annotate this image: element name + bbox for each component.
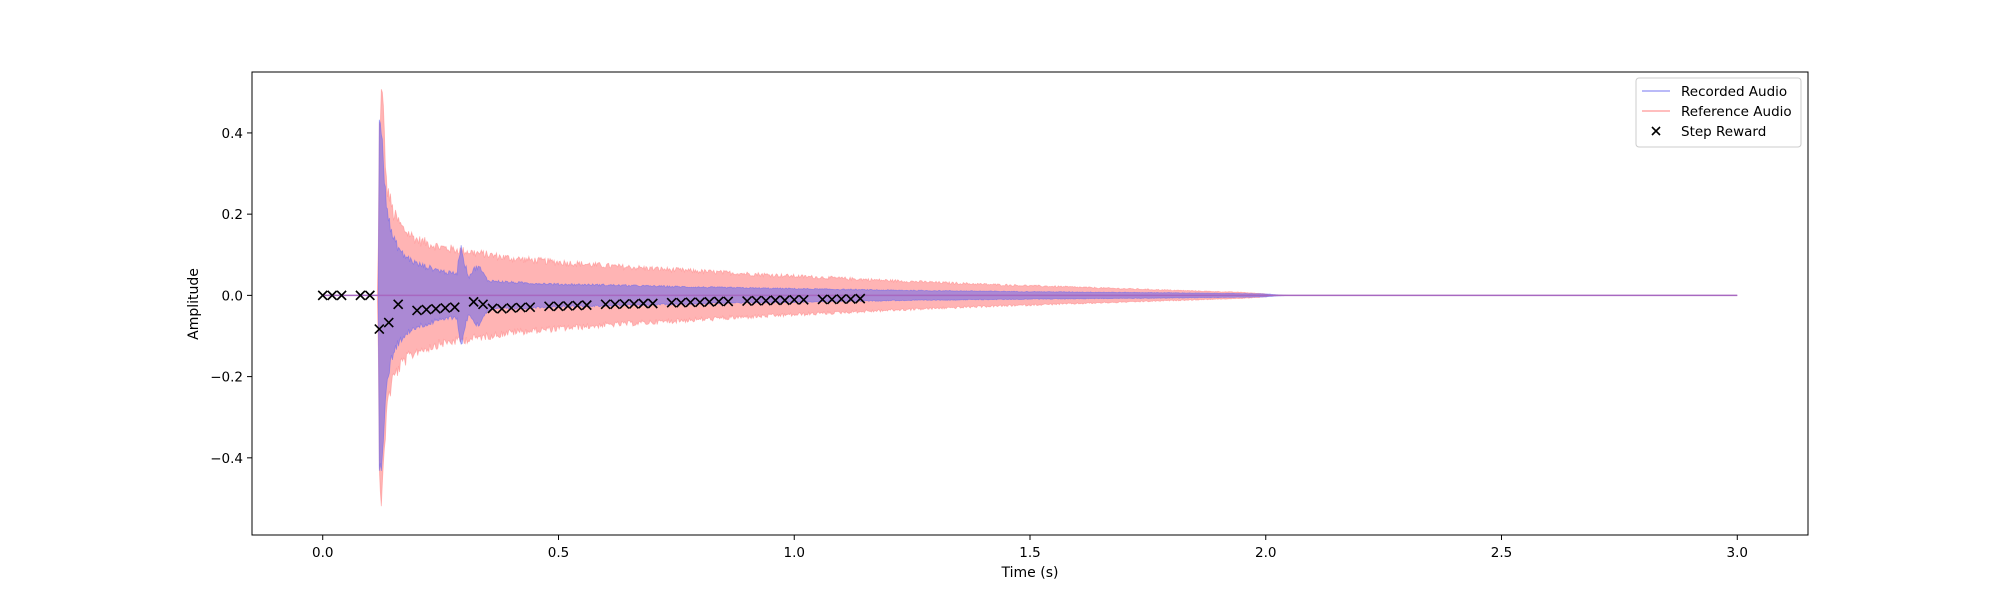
- step-reward-marker: [543, 301, 555, 312]
- step-reward-marker: [327, 290, 338, 301]
- step-reward-marker: [638, 298, 649, 309]
- legend-reference-label: Reference Audio: [1681, 104, 1792, 120]
- step-reward-marker: [619, 298, 630, 309]
- step-reward-marker: [647, 298, 658, 309]
- legend-step-reward-marker: [1651, 126, 1661, 136]
- step-reward-marker: [515, 302, 526, 313]
- step-reward-marker: [430, 303, 441, 314]
- step-reward-marker: [628, 298, 639, 309]
- step-reward-marker: [742, 295, 753, 307]
- step-reward-marker: [336, 290, 347, 301]
- legend-step-reward-label: Step Reward: [1681, 124, 1766, 140]
- step-reward-marker: [487, 303, 498, 314]
- step-reward-marker: [317, 290, 328, 301]
- x-tick-label: 0.0: [312, 545, 333, 561]
- step-reward-marker: [449, 302, 460, 313]
- step-reward-marker: [421, 304, 432, 315]
- step-reward-marker: [676, 297, 687, 308]
- step-reward-marker: [826, 294, 838, 305]
- step-reward-marker: [393, 299, 404, 310]
- step-reward-marker: [760, 295, 772, 306]
- step-reward-marker: [836, 293, 847, 305]
- y-axis-label: Amplitude: [186, 268, 202, 340]
- step-reward-marker: [855, 293, 866, 304]
- step-reward-marker: [610, 299, 621, 310]
- step-reward-marker: [496, 303, 507, 314]
- step-reward-marker: [704, 296, 715, 307]
- step-reward-marker: [525, 302, 536, 313]
- step-reward-marker: [383, 317, 394, 328]
- step-reward-marker: [845, 293, 856, 305]
- step-reward-marker: [572, 300, 583, 311]
- x-tick-label: 2.5: [1491, 545, 1512, 561]
- step-reward-marker: [666, 297, 677, 308]
- step-reward-marker: [798, 294, 809, 305]
- y-tick-label: 0.0: [222, 288, 243, 304]
- x-tick-label: 0.5: [548, 545, 569, 561]
- step-reward-marker: [553, 301, 564, 312]
- x-tick-label: 1.0: [784, 545, 805, 561]
- y-tick-label: 0.2: [222, 207, 243, 223]
- series-layer: [322, 89, 1738, 507]
- step-reward-marker: [770, 295, 781, 306]
- step-reward-marker: [411, 305, 423, 316]
- plot-area: [317, 89, 1738, 507]
- step-reward-marker: [817, 294, 828, 305]
- step-reward-marker: [723, 296, 734, 307]
- step-reward-marker: [440, 302, 451, 314]
- x-tick-label: 3.0: [1727, 545, 1748, 561]
- step-reward-marker: [685, 297, 696, 308]
- step-reward-marker: [779, 295, 790, 306]
- y-tick-label: 0.4: [222, 126, 243, 142]
- step-reward-marker: [694, 297, 706, 308]
- step-reward-marker: [751, 295, 762, 306]
- x-tick-label: 2.0: [1255, 545, 1276, 561]
- step-reward-marker: [562, 300, 573, 312]
- y-tick-label: −0.4: [210, 451, 243, 467]
- step-reward-marker: [355, 290, 366, 301]
- step-reward-marker: [374, 324, 385, 335]
- legend: Recorded Audio Reference Audio Step Rewa…: [1635, 77, 1802, 148]
- legend-box: [1635, 77, 1802, 148]
- marker-layer: [317, 290, 866, 335]
- x-axis-label: Time (s): [1001, 565, 1059, 581]
- step-reward-marker: [468, 296, 479, 307]
- step-reward-marker: [581, 300, 592, 311]
- y-tick-label: −0.2: [210, 370, 243, 386]
- step-reward-marker: [600, 299, 611, 310]
- step-reward-marker: [477, 299, 489, 310]
- step-reward-marker: [364, 290, 375, 301]
- y-axis: −0.4 −0.2 0.0 0.2 0.4: [210, 126, 252, 467]
- step-reward-marker: [789, 294, 800, 305]
- x-tick-label: 1.5: [1019, 545, 1040, 561]
- x-axis: 0.0 0.5 1.0 1.5 2.0 2.5 3.0: [312, 535, 1748, 561]
- step-reward-marker: [713, 296, 724, 307]
- legend-recorded-label: Recorded Audio: [1681, 84, 1787, 100]
- step-reward-marker: [506, 302, 517, 314]
